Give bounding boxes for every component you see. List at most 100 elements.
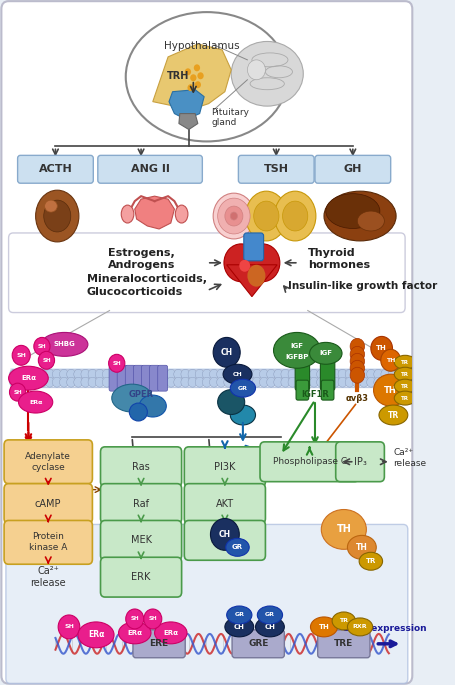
Ellipse shape xyxy=(121,205,134,223)
Ellipse shape xyxy=(245,191,286,241)
Circle shape xyxy=(230,377,239,387)
Ellipse shape xyxy=(347,536,375,559)
Circle shape xyxy=(184,68,191,75)
Ellipse shape xyxy=(231,42,303,106)
Ellipse shape xyxy=(378,405,407,425)
Circle shape xyxy=(12,345,30,365)
FancyBboxPatch shape xyxy=(100,484,181,523)
Text: TH: TH xyxy=(375,345,386,351)
Ellipse shape xyxy=(359,552,382,570)
Circle shape xyxy=(387,377,396,387)
FancyBboxPatch shape xyxy=(133,630,185,658)
Circle shape xyxy=(288,369,296,379)
Text: Protein
kinase A: Protein kinase A xyxy=(29,532,67,552)
Circle shape xyxy=(74,369,83,379)
Circle shape xyxy=(316,377,325,387)
FancyBboxPatch shape xyxy=(321,380,333,400)
Polygon shape xyxy=(178,114,197,129)
Circle shape xyxy=(202,369,211,379)
FancyBboxPatch shape xyxy=(317,630,369,658)
Text: TR: TR xyxy=(400,372,408,377)
Circle shape xyxy=(116,377,126,387)
Text: Pituitary
gland: Pituitary gland xyxy=(211,108,249,127)
Circle shape xyxy=(24,377,33,387)
Circle shape xyxy=(280,377,289,387)
FancyBboxPatch shape xyxy=(6,525,407,684)
FancyBboxPatch shape xyxy=(4,484,92,523)
Circle shape xyxy=(366,377,375,387)
Ellipse shape xyxy=(394,367,415,381)
Text: Hypothalamus: Hypothalamus xyxy=(163,41,239,51)
Circle shape xyxy=(259,377,268,387)
Circle shape xyxy=(302,369,311,379)
FancyBboxPatch shape xyxy=(100,521,181,560)
Text: RXR: RXR xyxy=(352,625,367,630)
Text: GRE: GRE xyxy=(248,639,268,648)
Ellipse shape xyxy=(394,379,415,393)
Circle shape xyxy=(195,369,204,379)
Circle shape xyxy=(193,64,200,71)
Text: SH: SH xyxy=(16,353,26,358)
Ellipse shape xyxy=(310,617,337,637)
Circle shape xyxy=(24,369,33,379)
FancyBboxPatch shape xyxy=(10,369,402,388)
Circle shape xyxy=(266,369,275,379)
Ellipse shape xyxy=(35,190,79,242)
Text: GR: GR xyxy=(264,612,274,617)
Circle shape xyxy=(316,369,325,379)
Circle shape xyxy=(131,377,140,387)
Ellipse shape xyxy=(224,617,253,637)
Text: CH: CH xyxy=(233,624,244,630)
Ellipse shape xyxy=(321,510,365,549)
Circle shape xyxy=(109,377,118,387)
FancyBboxPatch shape xyxy=(141,365,151,391)
Circle shape xyxy=(123,377,132,387)
Circle shape xyxy=(380,369,389,379)
Circle shape xyxy=(102,377,111,387)
Text: SH: SH xyxy=(148,616,157,621)
Text: Ca²⁺
release: Ca²⁺ release xyxy=(30,566,66,588)
FancyBboxPatch shape xyxy=(294,358,309,390)
Circle shape xyxy=(38,369,47,379)
Circle shape xyxy=(173,377,182,387)
Circle shape xyxy=(309,369,318,379)
Circle shape xyxy=(123,369,132,379)
Text: Estrogens,
Androgens: Estrogens, Androgens xyxy=(107,247,175,270)
Text: TR: TR xyxy=(339,619,348,623)
Circle shape xyxy=(224,206,243,226)
Circle shape xyxy=(145,369,154,379)
Circle shape xyxy=(166,377,175,387)
Ellipse shape xyxy=(273,332,320,369)
Text: PI3K: PI3K xyxy=(214,462,235,472)
Circle shape xyxy=(344,377,354,387)
FancyBboxPatch shape xyxy=(9,233,404,312)
Circle shape xyxy=(52,377,61,387)
Ellipse shape xyxy=(226,606,251,624)
Text: GR: GR xyxy=(238,386,248,390)
FancyBboxPatch shape xyxy=(4,440,92,484)
Circle shape xyxy=(59,377,68,387)
Ellipse shape xyxy=(175,205,187,223)
FancyBboxPatch shape xyxy=(184,521,265,560)
Circle shape xyxy=(259,369,268,379)
FancyBboxPatch shape xyxy=(320,358,334,390)
Circle shape xyxy=(109,369,118,379)
Polygon shape xyxy=(226,265,277,297)
FancyBboxPatch shape xyxy=(314,155,390,183)
Ellipse shape xyxy=(255,617,284,637)
FancyBboxPatch shape xyxy=(100,447,181,486)
Polygon shape xyxy=(169,90,204,120)
Circle shape xyxy=(31,377,40,387)
Circle shape xyxy=(131,369,140,379)
Circle shape xyxy=(323,369,332,379)
Circle shape xyxy=(108,354,125,372)
Text: TR: TR xyxy=(387,410,398,419)
Circle shape xyxy=(223,377,232,387)
Ellipse shape xyxy=(41,332,88,356)
Text: IGF1R: IGF1R xyxy=(300,390,328,399)
Text: GR: GR xyxy=(232,545,243,550)
Circle shape xyxy=(195,377,204,387)
Circle shape xyxy=(31,369,40,379)
Circle shape xyxy=(10,369,19,379)
Circle shape xyxy=(252,369,261,379)
